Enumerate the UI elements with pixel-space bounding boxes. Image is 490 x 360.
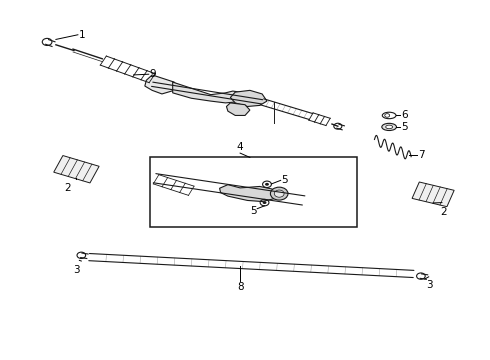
Text: 5: 5 bbox=[401, 122, 408, 132]
Polygon shape bbox=[226, 103, 250, 116]
Bar bbox=[150, 157, 357, 226]
Text: 8: 8 bbox=[237, 282, 244, 292]
Text: 6: 6 bbox=[401, 111, 408, 121]
Text: 3: 3 bbox=[73, 265, 80, 275]
Circle shape bbox=[265, 183, 269, 186]
Circle shape bbox=[416, 273, 425, 279]
Circle shape bbox=[270, 187, 288, 200]
Circle shape bbox=[77, 252, 86, 258]
Circle shape bbox=[42, 39, 52, 45]
Text: 2: 2 bbox=[64, 183, 71, 193]
Text: 4: 4 bbox=[237, 143, 244, 152]
Ellipse shape bbox=[382, 123, 396, 131]
Circle shape bbox=[334, 123, 342, 129]
Circle shape bbox=[274, 190, 284, 197]
Text: 7: 7 bbox=[418, 150, 425, 160]
Text: 2: 2 bbox=[441, 207, 447, 217]
Text: 3: 3 bbox=[426, 280, 432, 291]
Ellipse shape bbox=[386, 125, 392, 129]
Polygon shape bbox=[145, 75, 176, 94]
Text: 1: 1 bbox=[79, 30, 85, 40]
Text: 5: 5 bbox=[250, 206, 256, 216]
Polygon shape bbox=[172, 82, 245, 103]
Polygon shape bbox=[230, 90, 267, 107]
Circle shape bbox=[263, 201, 267, 204]
Polygon shape bbox=[220, 185, 279, 202]
Polygon shape bbox=[412, 182, 454, 207]
Text: 5: 5 bbox=[282, 175, 288, 185]
Text: 9: 9 bbox=[150, 69, 156, 79]
Polygon shape bbox=[54, 156, 99, 183]
